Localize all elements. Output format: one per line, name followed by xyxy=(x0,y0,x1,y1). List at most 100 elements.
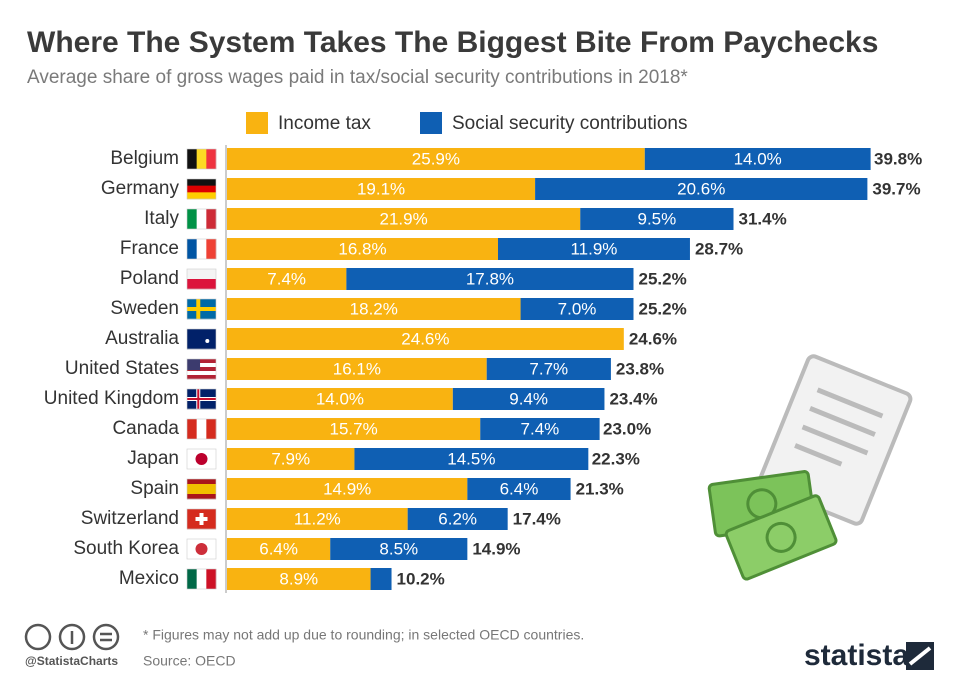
value-label: 11.9% xyxy=(570,239,617,258)
flag-stripe xyxy=(187,367,216,372)
bar-segment xyxy=(407,508,508,530)
category-label: Poland xyxy=(120,268,179,289)
category-label: Sweden xyxy=(110,298,179,319)
category-label: South Korea xyxy=(73,538,179,559)
flag-border xyxy=(186,358,217,380)
flag-border xyxy=(186,388,217,410)
value-label: 25.9% xyxy=(412,149,460,168)
total-label: 23.4% xyxy=(609,389,657,408)
total-label: 24.6% xyxy=(629,329,677,348)
bar-segment xyxy=(452,388,605,410)
flag-border xyxy=(186,508,217,530)
total-label: 25.2% xyxy=(638,269,686,288)
total-label: 22.3% xyxy=(592,449,640,468)
value-label: 14.0% xyxy=(734,149,782,168)
bar-segment xyxy=(227,538,331,560)
flag-stripe xyxy=(187,375,216,380)
category-label: Italy xyxy=(144,208,179,229)
total-label: 23.8% xyxy=(616,359,664,378)
total-label: 39.7% xyxy=(872,179,920,198)
bar-segment xyxy=(580,208,734,230)
flag-dot xyxy=(195,543,208,555)
value-label: 6.4% xyxy=(259,539,298,558)
bar-segment xyxy=(227,508,408,530)
total-label: 21.3% xyxy=(576,479,624,498)
flag-stripe xyxy=(187,209,197,229)
flag-stripe xyxy=(196,149,207,169)
footnote: * Figures may not add up due to rounding… xyxy=(143,627,584,643)
category-label: United Kingdom xyxy=(44,388,179,409)
value-label: 17.8% xyxy=(466,269,514,288)
value-label: 8.9% xyxy=(279,569,318,588)
flag xyxy=(186,508,217,530)
value-label: 24.6% xyxy=(401,329,449,348)
value-label: 7.0% xyxy=(558,299,597,318)
flag xyxy=(186,268,217,290)
flag-border xyxy=(186,418,217,440)
illustration xyxy=(707,354,913,581)
flag xyxy=(186,178,217,200)
total-label: 28.7% xyxy=(695,239,743,258)
value-label: 9.4% xyxy=(509,389,548,408)
flag-stripe xyxy=(187,269,216,280)
flag-stripe xyxy=(187,479,216,485)
value-label: 7.7% xyxy=(529,359,568,378)
flag xyxy=(186,538,217,560)
bar-segment xyxy=(497,238,690,260)
bar-segment xyxy=(227,328,624,350)
flag xyxy=(186,568,217,590)
flag-border xyxy=(186,238,217,260)
category-label: Canada xyxy=(112,418,179,439)
value-label: 11.2% xyxy=(294,509,341,528)
flag-star xyxy=(205,339,210,343)
chart-subtitle: Average share of gross wages paid in tax… xyxy=(27,67,688,88)
category-label: Spain xyxy=(130,478,179,499)
flag-stripe xyxy=(187,329,216,350)
value-label: 14.0% xyxy=(316,389,364,408)
flag xyxy=(186,328,217,350)
total-label: 23.0% xyxy=(603,419,651,438)
category-label: Australia xyxy=(105,328,179,349)
bar-segment xyxy=(227,388,453,410)
category-label: Mexico xyxy=(119,568,179,589)
bar-segment xyxy=(227,178,536,200)
category-label: Germany xyxy=(101,178,180,199)
flag xyxy=(186,418,217,440)
bar-segment xyxy=(227,358,487,380)
total-label: 17.4% xyxy=(513,509,561,528)
legend-label: Income tax xyxy=(278,113,371,134)
category-label: Switzerland xyxy=(81,508,179,529)
bar-segment xyxy=(644,148,871,170)
total-label: 31.4% xyxy=(739,209,787,228)
flag-stripe xyxy=(206,149,217,169)
flag xyxy=(186,298,217,320)
flag xyxy=(186,388,217,410)
flag-border xyxy=(186,448,217,470)
bar-segment xyxy=(227,268,347,290)
value-label: 21.9% xyxy=(380,209,428,228)
flag-stripe xyxy=(187,359,216,364)
flag-stripe xyxy=(196,419,207,439)
bar-segment xyxy=(467,478,571,500)
value-label: 7.4% xyxy=(521,419,560,438)
flag-stripe xyxy=(196,569,207,589)
flag-cross xyxy=(187,307,216,311)
flag-stripe xyxy=(187,489,216,495)
flag-border xyxy=(186,268,217,290)
total-label: 25.2% xyxy=(638,299,686,318)
flag-stripe xyxy=(206,209,217,229)
category-label: Belgium xyxy=(110,148,179,169)
flag-stripe xyxy=(187,419,197,439)
legend-label: Social security contributions xyxy=(452,113,688,134)
flag-cross xyxy=(195,517,208,521)
value-label: 18.2% xyxy=(350,299,398,318)
total-label: 14.9% xyxy=(472,539,520,558)
flag-stripe xyxy=(187,239,197,259)
value-label: 6.2% xyxy=(438,509,477,528)
bar-segment xyxy=(227,478,468,500)
brand-logo-mark xyxy=(908,646,932,666)
flag xyxy=(186,238,217,260)
total-label: 10.2% xyxy=(397,569,445,588)
legend-swatch xyxy=(246,112,268,134)
